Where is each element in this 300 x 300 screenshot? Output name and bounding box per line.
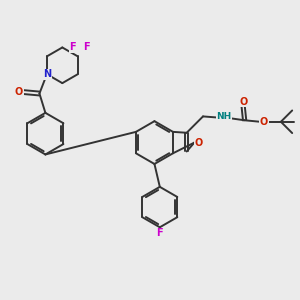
Text: O: O [239,97,247,106]
Text: O: O [15,87,23,97]
Text: F: F [157,228,163,238]
Text: F: F [69,43,76,52]
Text: O: O [195,138,203,148]
Text: F: F [83,43,89,52]
Text: N: N [43,69,51,79]
Text: O: O [260,117,268,127]
Text: NH: NH [217,112,232,121]
